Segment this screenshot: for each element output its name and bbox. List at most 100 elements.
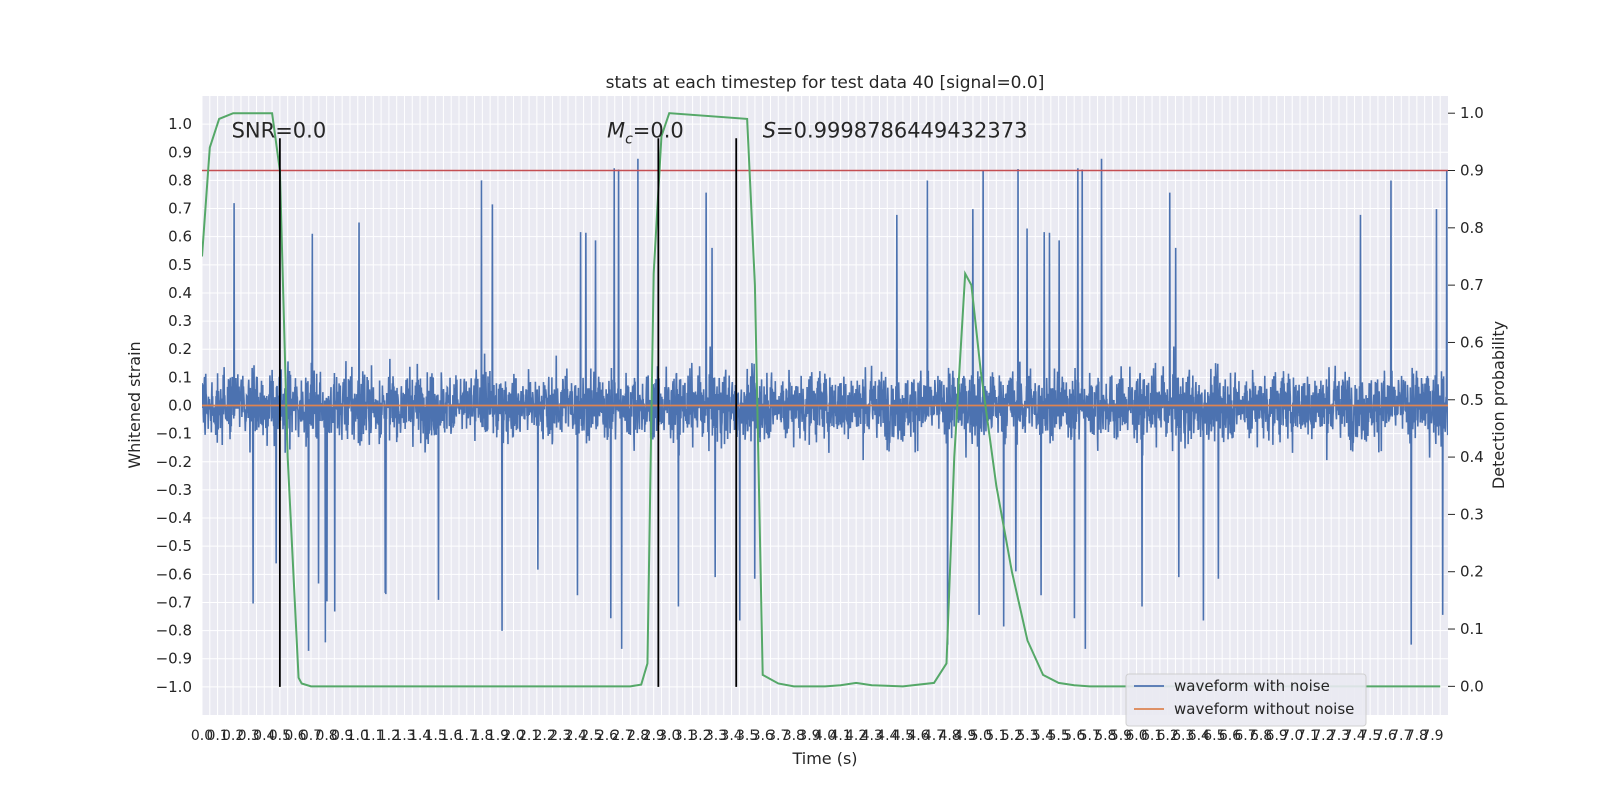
x-tick-label: 3.7 <box>767 728 789 744</box>
x-tick-label: 5.4 <box>1032 728 1054 744</box>
x-tick-label: 5.0 <box>970 728 992 744</box>
series-waveform-with-noise <box>202 158 1448 651</box>
x-tick-label: 0.2 <box>222 728 244 744</box>
x-tick-label: 0.1 <box>206 728 228 744</box>
x-tick-label: 7.6 <box>1375 728 1397 744</box>
x-tick-label: 3.3 <box>705 728 727 744</box>
y-tick-label: −0.6 <box>156 565 192 583</box>
y2-tick-label: 0.1 <box>1460 620 1484 638</box>
y-tick-label: 0.4 <box>168 284 192 302</box>
x-tick-label: 3.9 <box>798 728 820 744</box>
x-tick-label: 6.7 <box>1234 728 1256 744</box>
x-tick-label: 0.0 <box>191 728 213 744</box>
x-tick-label: 0.9 <box>331 728 353 744</box>
x-tick-label: 5.2 <box>1001 728 1023 744</box>
y-tick-label: 0.9 <box>168 143 192 161</box>
y2-tick-label: 0.3 <box>1460 505 1484 523</box>
x-tick-label: 1.9 <box>487 728 509 744</box>
x-tick-label: 2.1 <box>518 728 540 744</box>
x-tick-label: 7.9 <box>1421 728 1443 744</box>
y2-tick-label: 0.6 <box>1460 333 1484 351</box>
x-tick-label: 6.4 <box>1188 728 1210 744</box>
x-tick-label: 2.5 <box>580 728 602 744</box>
x-tick-label: 1.5 <box>424 728 446 744</box>
x-tick-label: 5.9 <box>1110 728 1132 744</box>
x-tick-label: 3.4 <box>720 728 742 744</box>
x-tick-label: 0.4 <box>253 728 275 744</box>
x-tick-label: 7.5 <box>1359 728 1381 744</box>
y-tick-label: −0.8 <box>156 622 192 640</box>
y2-tick-label: 0.9 <box>1460 162 1484 180</box>
x-tick-label: 4.9 <box>954 728 976 744</box>
x-tick-label: 1.4 <box>409 728 431 744</box>
x-tick-label: 6.6 <box>1219 728 1241 744</box>
x-tick-label: 4.8 <box>938 728 960 744</box>
x-tick-label: 5.6 <box>1063 728 1085 744</box>
x-tick-label: 6.1 <box>1141 728 1163 744</box>
x-tick-label: 0.8 <box>315 728 337 744</box>
y2-tick-label: 0.4 <box>1460 448 1484 466</box>
x-tick-label: 7.0 <box>1281 728 1303 744</box>
x-tick-label: 1.0 <box>347 728 369 744</box>
legend: waveform with noise waveform without noi… <box>1125 673 1367 727</box>
x-axis-label: Time (s) <box>791 749 857 768</box>
y-tick-label: 0.8 <box>168 171 192 189</box>
y2-tick-label: 0.8 <box>1460 219 1484 237</box>
y-tick-label: −0.3 <box>156 481 192 499</box>
y-tick-label: −0.7 <box>156 593 192 611</box>
y-tick-label: −0.1 <box>156 425 192 443</box>
x-tick-label: 6.5 <box>1203 728 1225 744</box>
line-series-layer <box>202 112 1448 688</box>
x-tick-label: 7.7 <box>1390 728 1412 744</box>
x-tick-label: 5.3 <box>1016 728 1038 744</box>
x-tick-label: 3.2 <box>689 728 711 744</box>
chart-title: stats at each timestep for test data 40 … <box>606 73 1045 93</box>
x-tick-label: 2.2 <box>534 728 556 744</box>
x-tick-label: 3.6 <box>752 728 774 744</box>
x-tick-label: 4.2 <box>845 728 867 744</box>
x-tick-label: 0.5 <box>269 728 291 744</box>
x-tick-label: 4.0 <box>814 728 836 744</box>
x-tick-label: 3.1 <box>674 728 696 744</box>
x-tick-label: 5.8 <box>1094 728 1116 744</box>
x-tick-label: 1.8 <box>471 728 493 744</box>
x-tick-label: 6.2 <box>1157 728 1179 744</box>
x-tick-label: 3.5 <box>736 728 758 744</box>
y2-tick-label: 0.5 <box>1460 391 1484 409</box>
x-tick-label: 2.7 <box>611 728 633 744</box>
y-tick-label: −0.9 <box>156 650 192 668</box>
y-tick-label: −0.5 <box>156 537 192 555</box>
y-axis-label: Whitened strain <box>125 341 144 468</box>
x-tick-label: 2.4 <box>565 728 587 744</box>
y-tick-label: 0.0 <box>168 397 192 415</box>
y-tick-label: −1.0 <box>156 678 192 696</box>
x-tick-label: 4.3 <box>861 728 883 744</box>
y-tick-label: −0.4 <box>156 509 192 527</box>
x-tick-label: 1.1 <box>362 728 384 744</box>
x-tick-label: 3.0 <box>658 728 680 744</box>
annotation-2: S=0.9998786449432373 <box>763 118 1028 142</box>
x-tick-label: 4.7 <box>923 728 945 744</box>
x-tick-label: 5.7 <box>1079 728 1101 744</box>
x-tick-label: 1.6 <box>440 728 462 744</box>
y2-tick-label: 0.0 <box>1460 677 1484 695</box>
x-tick-label: 4.1 <box>829 728 851 744</box>
y-tick-label: −0.2 <box>156 453 192 471</box>
annotations-layer: SNR=0.0 Mc=0.0 S=0.9998786449432373 <box>232 118 1028 147</box>
legend-label-without-noise: waveform without noise <box>1174 700 1354 718</box>
y-tick-label: 0.5 <box>168 256 192 274</box>
x-tick-label: 2.9 <box>643 728 665 744</box>
x-tick-label: 5.5 <box>1047 728 1069 744</box>
y2-tick-label: 0.2 <box>1460 563 1484 581</box>
y-tick-label: 0.3 <box>168 312 192 330</box>
x-tick-label: 2.6 <box>596 728 618 744</box>
legend-label-with-noise: waveform with noise <box>1174 677 1330 695</box>
x-tick-label: 0.7 <box>300 728 322 744</box>
x-tick-label: 2.0 <box>502 728 524 744</box>
y-tick-label: 0.7 <box>168 200 192 218</box>
x-tick-label: 2.3 <box>549 728 571 744</box>
x-tick-label: 7.1 <box>1297 728 1319 744</box>
x-tick-label: 0.3 <box>238 728 260 744</box>
annotation-0: SNR=0.0 <box>232 118 327 142</box>
x-tick-label: 5.1 <box>985 728 1007 744</box>
